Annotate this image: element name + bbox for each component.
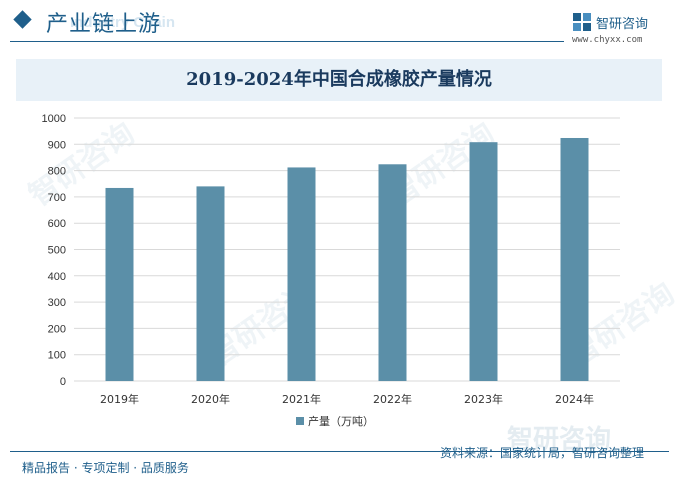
x-tick-label: 2024年 <box>555 392 594 406</box>
bar <box>287 167 316 381</box>
section-header: Industry Chain 产业链上游 智研咨询 www.chyxx.com <box>0 0 679 46</box>
footer-divider <box>10 451 669 452</box>
logo-name: 智研咨询 <box>596 17 649 32</box>
y-tick-label: 900 <box>48 139 66 151</box>
y-tick-label: 800 <box>48 166 66 178</box>
y-tick-label: 1000 <box>42 113 66 125</box>
y-tick-label: 700 <box>48 192 66 204</box>
legend-label: 产量（万吨） <box>308 414 374 428</box>
header-divider <box>10 41 564 42</box>
section-subtitle: Industry Chain <box>70 14 176 31</box>
y-tick-label: 0 <box>60 376 66 388</box>
y-tick-label: 200 <box>48 323 66 335</box>
bar <box>105 187 134 381</box>
x-tick-label: 2019年 <box>100 392 139 406</box>
brand-logo: 智研咨询 www.chyxx.com <box>572 10 672 46</box>
bar-chart: 0 100 200 300 400 500 600 700 800 900 1000 2019年 202… <box>42 113 620 428</box>
chart-title: 2019-2024年中国合成橡胶产量情况 <box>186 69 492 90</box>
bar <box>469 142 498 381</box>
x-tick-label: 2023年 <box>464 392 503 406</box>
legend-swatch <box>296 417 304 425</box>
bar <box>378 164 407 381</box>
section-title: 产业链上游 <box>46 12 162 37</box>
y-tick-label: 600 <box>48 218 66 230</box>
diamond-icon <box>13 10 32 29</box>
y-tick-label: 400 <box>48 271 66 283</box>
bar <box>196 186 225 381</box>
source-note: 资料来源：国家统计局，智研咨询整理 <box>440 446 645 460</box>
x-tick-label: 2022年 <box>373 392 412 406</box>
logo-icon <box>573 13 591 31</box>
x-tick-label: 2021年 <box>282 392 321 406</box>
footer-tagline: 精品报告 · 专项定制 · 品质服务 <box>22 461 189 475</box>
footer-brand-mark: 智研咨询 <box>507 425 612 455</box>
y-tick-label: 300 <box>48 297 66 309</box>
chart-title-bar: 2019-2024年中国合成橡胶产量情况 <box>16 59 662 101</box>
x-tick-label: 2020年 <box>191 392 230 406</box>
bar <box>560 137 589 381</box>
y-tick-label: 500 <box>48 245 66 257</box>
logo-url: www.chyxx.com <box>572 35 643 45</box>
y-tick-label: 100 <box>48 350 66 362</box>
